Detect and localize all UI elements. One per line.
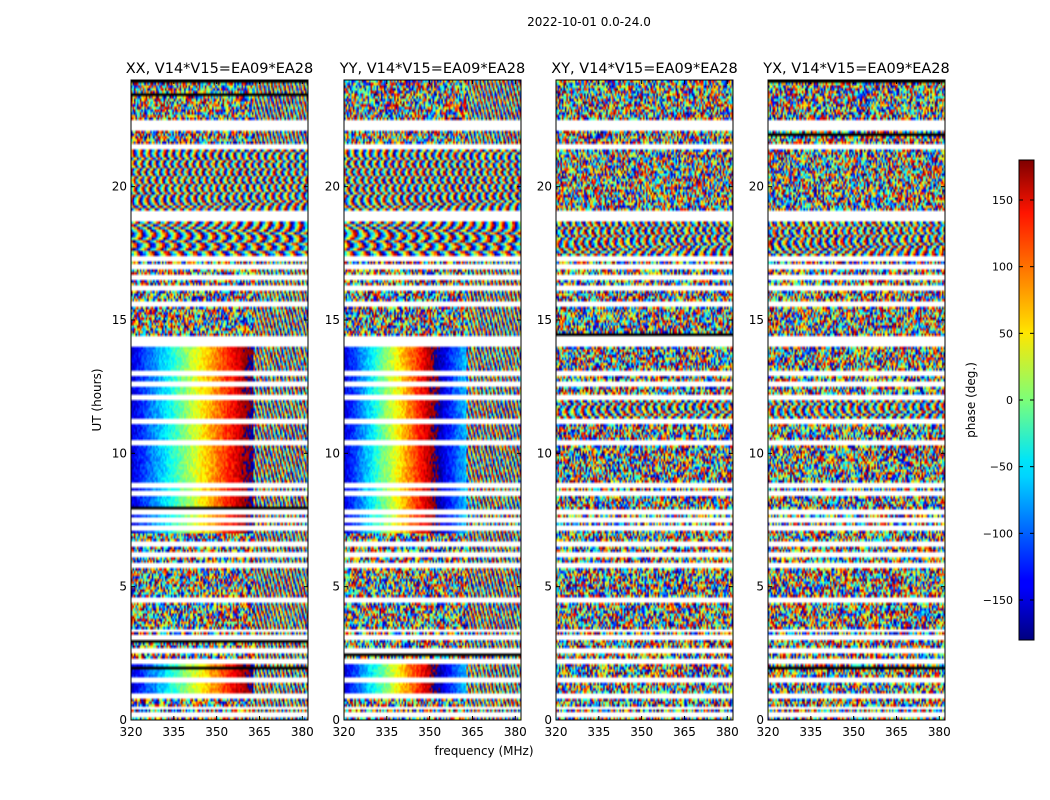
panel-frame: [343, 79, 522, 721]
x-tick-label: 365: [248, 725, 271, 739]
colorbar-tick-label: −150: [983, 594, 1013, 607]
panel-title: XY, V14*V15=EA09*EA28: [551, 61, 737, 77]
panel-frame: [767, 79, 946, 721]
phase-panel-1: YY, V14*V15=EA09*EA28 320 335 350 365 380 0 5 10…: [325, 61, 527, 739]
panel-title: YY, V14*V15=EA09*EA28: [339, 61, 525, 77]
colorbar-tick-label: −50: [990, 461, 1013, 474]
y-tick-label: 0: [332, 713, 340, 727]
y-tick-label: 15: [749, 313, 764, 327]
x-tick-label: 335: [162, 725, 185, 739]
x-tick-label: 320: [120, 725, 143, 739]
x-tick-label: 350: [630, 725, 653, 739]
y-tick-label: 10: [112, 446, 127, 460]
panel-frame: [555, 79, 734, 721]
colorbar-tick-label: 50: [999, 327, 1013, 340]
x-axis-label: frequency (MHz): [434, 744, 533, 758]
x-tick-label: 380: [716, 725, 739, 739]
colorbar-tick-label: 150: [992, 194, 1013, 207]
y-tick-label: 5: [756, 580, 764, 594]
phase-raster: [556, 80, 733, 720]
y-tick-label: 15: [325, 313, 340, 327]
x-tick-label: 335: [375, 725, 398, 739]
y-axis-label: UT (hours): [90, 368, 104, 431]
y-tick-label: 0: [544, 713, 552, 727]
y-tick-label: 15: [112, 313, 127, 327]
x-tick-label: 335: [587, 725, 610, 739]
x-tick-label: 350: [205, 725, 228, 739]
y-tick-label: 5: [332, 580, 340, 594]
x-tick-label: 365: [461, 725, 484, 739]
y-tick-label: 20: [325, 180, 340, 194]
x-tick-label: 380: [291, 725, 314, 739]
x-tick-label: 350: [842, 725, 865, 739]
figure-suptitle: 2022-10-01 0.0-24.0: [527, 15, 651, 29]
y-tick-label: 20: [537, 180, 552, 194]
phase-raster: [131, 80, 308, 720]
phase-raster: [768, 80, 945, 720]
y-tick-label: 20: [749, 180, 764, 194]
colorbar-tick-label: −100: [983, 527, 1013, 540]
x-tick-label: 365: [885, 725, 908, 739]
y-tick-label: 0: [756, 713, 764, 727]
phase-panel-0: XX, V14*V15=EA09*EA28 320 335 350 365 380 0 5 10…: [112, 61, 314, 739]
x-tick-label: 320: [545, 725, 568, 739]
y-tick-label: 5: [119, 580, 127, 594]
panel-title: YX, V14*V15=EA09*EA28: [762, 61, 949, 77]
panel-title: XX, V14*V15=EA09*EA28: [126, 61, 314, 77]
y-tick-label: 15: [537, 313, 552, 327]
x-tick-label: 350: [418, 725, 441, 739]
colorbar-tick-label: 0: [1006, 394, 1013, 407]
x-tick-label: 335: [799, 725, 822, 739]
x-tick-label: 380: [928, 725, 951, 739]
y-tick-label: 20: [112, 180, 127, 194]
y-tick-label: 5: [544, 580, 552, 594]
y-tick-label: 0: [119, 713, 127, 727]
y-tick-label: 10: [537, 446, 552, 460]
phase-panel-3: YX, V14*V15=EA09*EA28 320 335 350 365 380 0 5 10…: [749, 61, 951, 739]
colorbar-tick-label: 100: [992, 261, 1013, 274]
x-tick-label: 380: [504, 725, 527, 739]
phase-panel-2: XY, V14*V15=EA09*EA28 320 335 350 365 380 0 5 10…: [537, 61, 739, 739]
phase-raster: [344, 80, 521, 720]
y-tick-label: 10: [749, 446, 764, 460]
y-tick-label: 10: [325, 446, 340, 460]
colorbar-label: phase (deg.): [964, 362, 978, 438]
panel-frame: [130, 79, 309, 721]
x-tick-label: 320: [757, 725, 780, 739]
x-tick-label: 320: [333, 725, 356, 739]
x-tick-label: 365: [673, 725, 696, 739]
colorbar: −150 −100 −50 0 50 100 150 phase (deg.): [964, 159, 1035, 641]
